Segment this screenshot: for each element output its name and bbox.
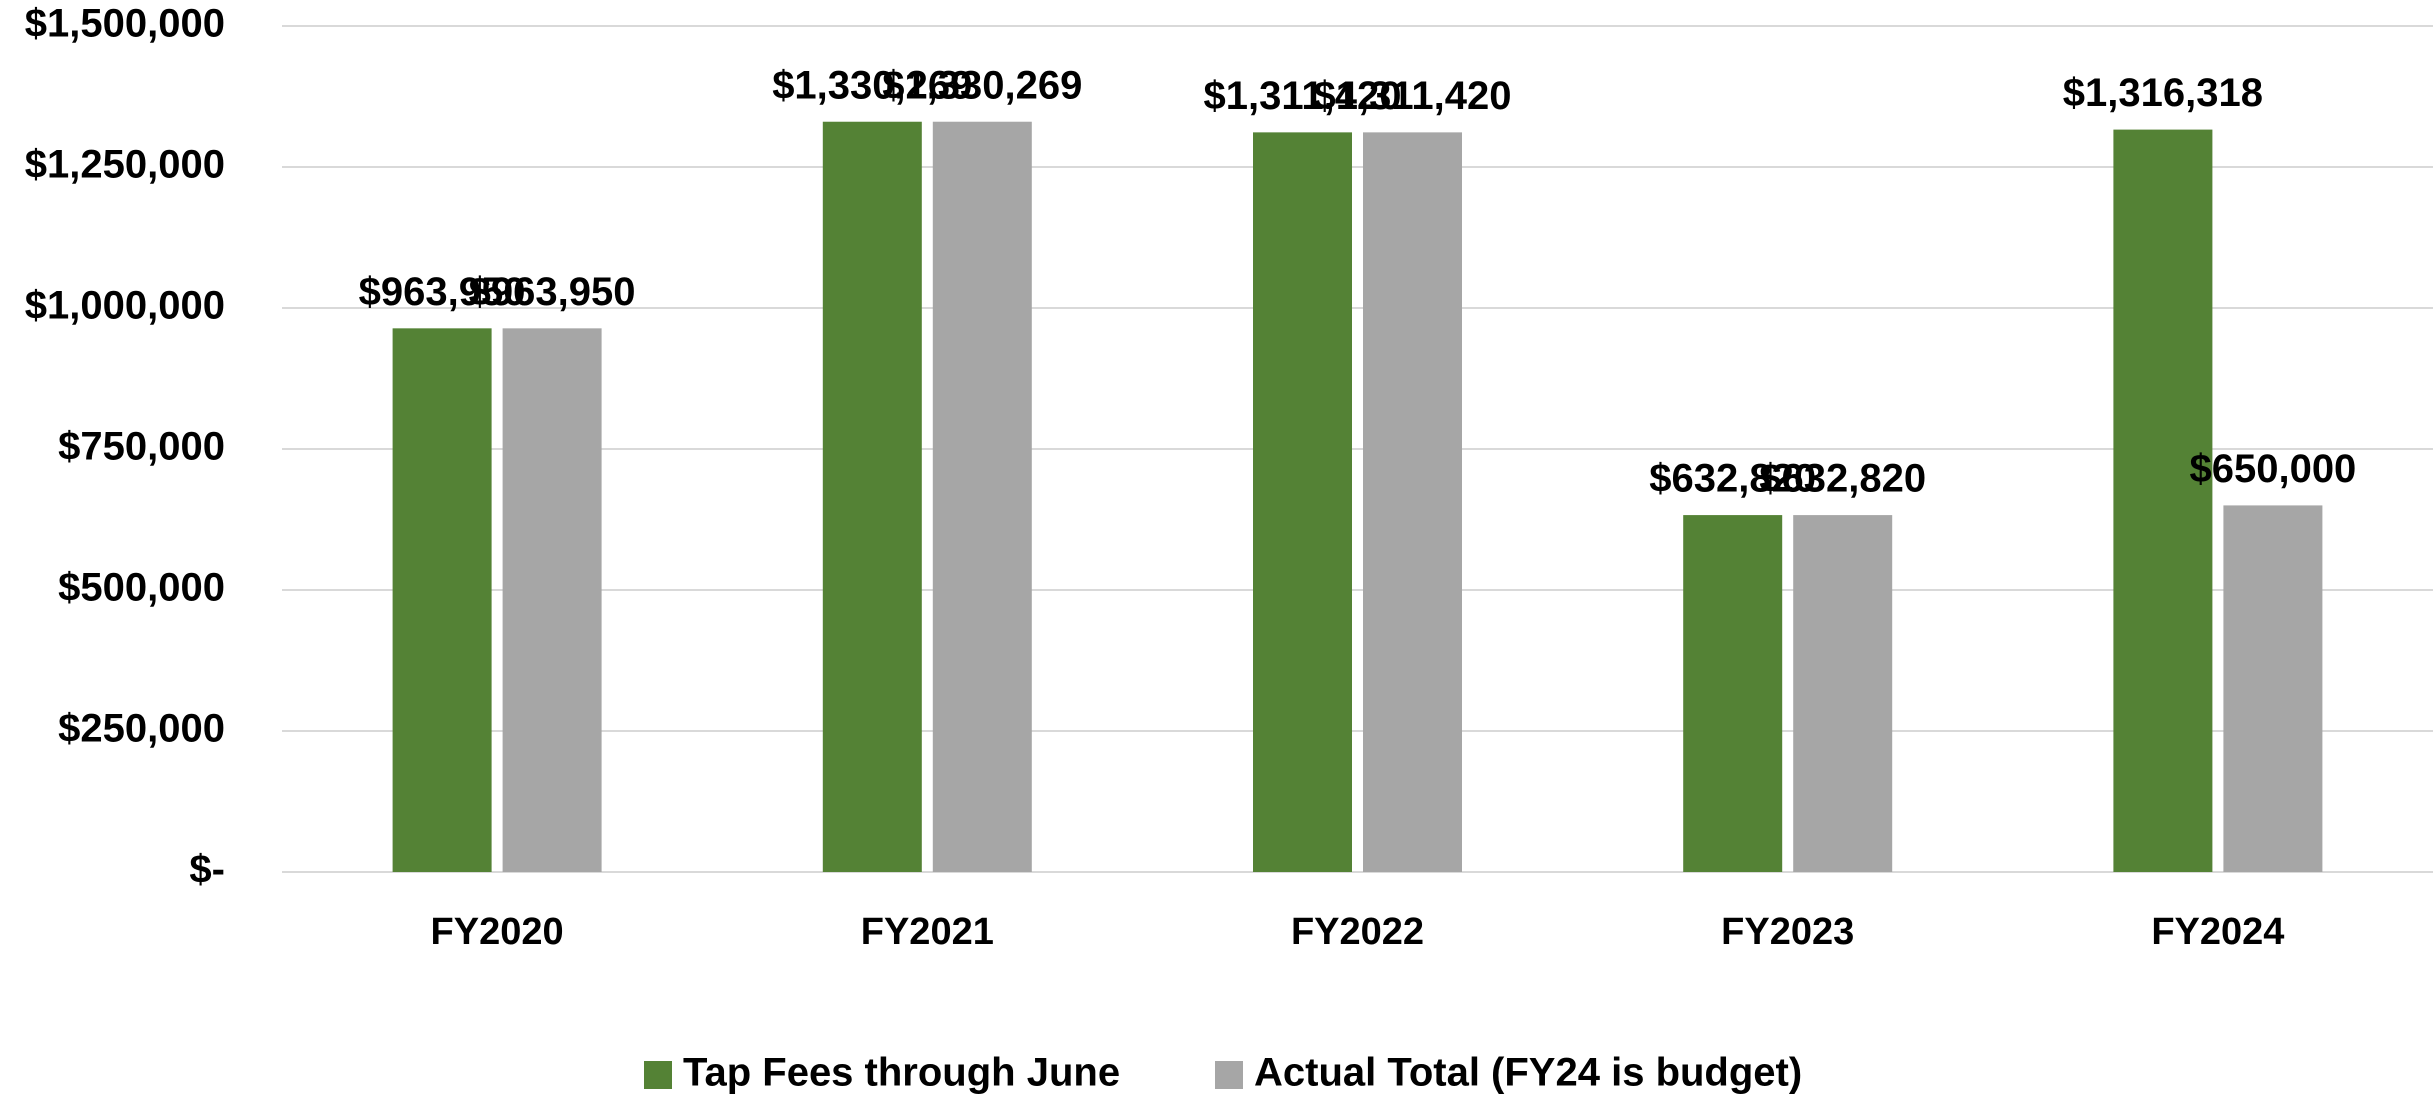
data-label: $1,311,420: [1204, 74, 1402, 118]
legend-swatch: [1215, 1061, 1243, 1089]
bar: [2223, 505, 2323, 872]
x-tick-label: FY2020: [431, 911, 564, 953]
y-tick-label: $1,250,000: [25, 143, 225, 187]
bar: [2113, 129, 2213, 872]
y-tick-label: $1,000,000: [25, 284, 225, 328]
bar: [1793, 515, 1893, 872]
y-tick-label: $1,500,000: [25, 2, 225, 46]
data-label: $650,000: [2189, 447, 2356, 491]
x-tick-label: FY2024: [2151, 911, 2284, 953]
data-label: $963,950: [359, 270, 526, 314]
bar: [1363, 132, 1462, 872]
data-label: $632,820: [1759, 457, 1926, 501]
y-tick-label: $250,000: [58, 707, 225, 751]
data-label: $963,950: [469, 270, 636, 314]
bar: [392, 328, 492, 872]
x-tick-label: FY2023: [1721, 911, 1854, 953]
data-label: $1,316,318: [2063, 71, 2263, 115]
data-label: $1,330,269: [772, 63, 972, 107]
data-label: $632,820: [1649, 457, 1816, 501]
bar: [1683, 515, 1783, 872]
legend-label: Tap Fees through June: [683, 1051, 1120, 1095]
bar: [502, 328, 602, 872]
data-label: $1,311,420: [1314, 74, 1512, 118]
bar: [822, 121, 922, 873]
y-tick-label: $500,000: [58, 566, 225, 610]
bar: [932, 121, 1032, 873]
legend-swatch: [644, 1061, 672, 1089]
x-tick-label: FY2022: [1291, 911, 1424, 953]
y-tick-label: $750,000: [58, 425, 225, 469]
bar: [1253, 132, 1352, 872]
x-tick-label: FY2021: [861, 911, 994, 953]
legend-label: Actual Total (FY24 is budget): [1254, 1051, 1802, 1095]
data-label: $1,330,269: [882, 63, 1082, 107]
y-tick-label: $-: [189, 848, 225, 892]
